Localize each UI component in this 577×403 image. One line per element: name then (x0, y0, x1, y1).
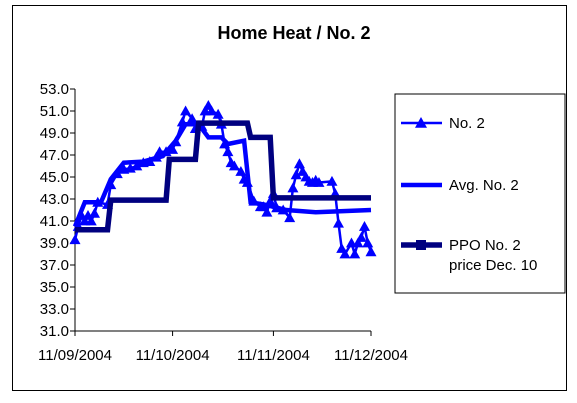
data-point-triangle (212, 108, 224, 119)
data-point-triangle (180, 105, 192, 116)
series-3 (75, 120, 371, 233)
data-point-triangle (69, 234, 81, 245)
y-tick-label: 53.0 (40, 81, 69, 98)
data-point-triangle (326, 175, 338, 186)
data-point-triangle (365, 246, 377, 257)
data-point-triangle (362, 237, 374, 248)
series-line (75, 120, 371, 233)
x-tick-label: 11/12/2004 (334, 347, 408, 364)
data-point-triangle (349, 248, 361, 259)
data-point-triangle (89, 207, 101, 218)
legend-entry-2: Avg. No. 2 (401, 177, 519, 194)
data-point-triangle (290, 169, 302, 180)
y-tick-label: 39.0 (40, 235, 69, 252)
y-tick-label: 51.0 (40, 103, 69, 120)
x-tick-label: 11/09/2004 (38, 347, 112, 364)
data-point-triangle (167, 144, 179, 154)
y-tick-label: 31.0 (40, 323, 69, 340)
data-point-triangle (358, 221, 370, 231)
y-tick-label: 47.0 (40, 147, 69, 164)
y-tick-label: 33.0 (40, 301, 69, 318)
chart-title: Home Heat / No. 2 (217, 23, 370, 43)
data-point-triangle (85, 215, 97, 226)
data-point-triangle (206, 105, 218, 116)
x-tick-label: 11/10/2004 (136, 347, 210, 364)
legend-entry-3: PPO No. 2 price Dec. 10 (401, 237, 537, 274)
data-point-triangle (228, 160, 240, 171)
data-point-triangle (222, 146, 234, 157)
y-tick-label: 45.0 (40, 169, 69, 186)
y-tick-label: 37.0 (40, 257, 69, 274)
data-point-triangle (287, 182, 299, 193)
legend-marker-triangle (415, 117, 427, 128)
legend-marker-square (416, 240, 426, 250)
y-tick-label: 35.0 (40, 279, 69, 296)
data-point-triangle (186, 113, 198, 124)
x-tick-label: 11/11/2004 (237, 347, 310, 364)
data-point-triangle (131, 160, 143, 171)
axes: 53.0 51.0 49.0 47.0 45.0 43.0 41.0 39.0 37.0 35.0… (38, 81, 408, 364)
y-tick-label: 41.0 (40, 213, 69, 230)
data-point-triangle (261, 206, 273, 217)
data-point-triangle (235, 166, 247, 176)
data-point-triangle (284, 212, 296, 223)
y-tick-label: 49.0 (40, 125, 69, 142)
legend-entry-1: No. 2 (401, 115, 485, 132)
legend-label: Avg. No. 2 (449, 177, 519, 194)
data-point-triangle (332, 217, 344, 228)
data-point-triangle (355, 232, 367, 242)
y-tick-label: 43.0 (40, 191, 69, 208)
legend-label: price Dec. 10 (449, 257, 537, 274)
data-point-triangle (293, 158, 305, 169)
data-point-triangle (352, 237, 364, 248)
data-point-triangle (339, 248, 351, 259)
data-point-triangle (313, 177, 325, 187)
series-layer (69, 100, 377, 259)
legend-label: PPO No. 2 (449, 237, 521, 254)
legend-label: No. 2 (449, 115, 485, 132)
legend: No. 2 Avg. No. 2 PPO No. 2 price Dec. 10 (394, 93, 566, 294)
